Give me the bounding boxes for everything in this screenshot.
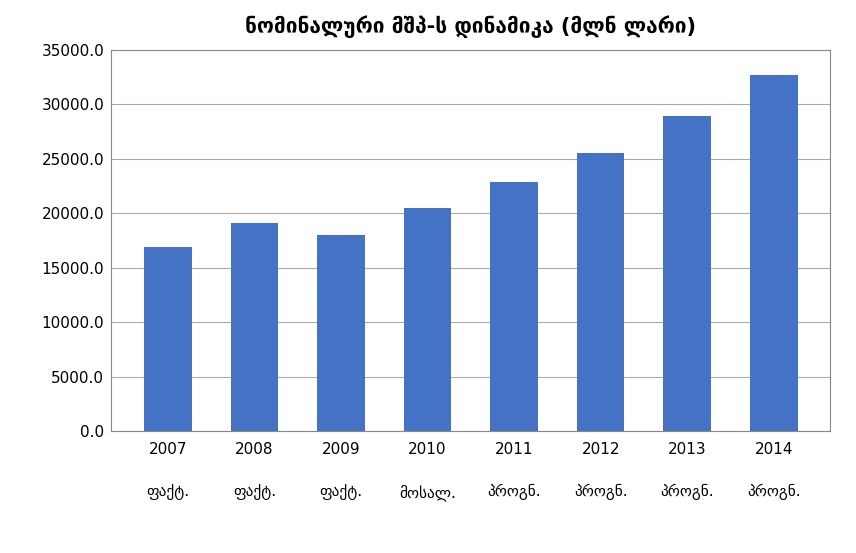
Bar bbox=[404, 208, 451, 431]
Text: პროგნ.: პროგნ. bbox=[661, 484, 714, 500]
Text: ფაქტ.: ფაქტ. bbox=[319, 484, 362, 500]
Text: პროგნ.: პროგნ. bbox=[747, 484, 800, 500]
Bar bbox=[144, 247, 192, 431]
Text: მოსალ.: მოსალ. bbox=[399, 484, 456, 501]
Bar bbox=[490, 182, 538, 431]
Text: პროგნ.: პროგნ. bbox=[487, 484, 541, 500]
Bar bbox=[663, 116, 711, 431]
Title: ნომინალური მშპ-ს დინამიკა (მლნ ლარი): ნომინალური მშპ-ს დინამიკა (მლნ ლარი) bbox=[246, 15, 696, 38]
Text: ფაქტ.: ფაქტ. bbox=[146, 484, 189, 500]
Bar bbox=[577, 153, 625, 431]
Text: პროგნ.: პროგნ. bbox=[574, 484, 627, 500]
Bar bbox=[317, 235, 365, 431]
Bar bbox=[230, 223, 278, 431]
Bar bbox=[750, 75, 798, 431]
Text: ფაქტ.: ფაქტ. bbox=[233, 484, 276, 500]
